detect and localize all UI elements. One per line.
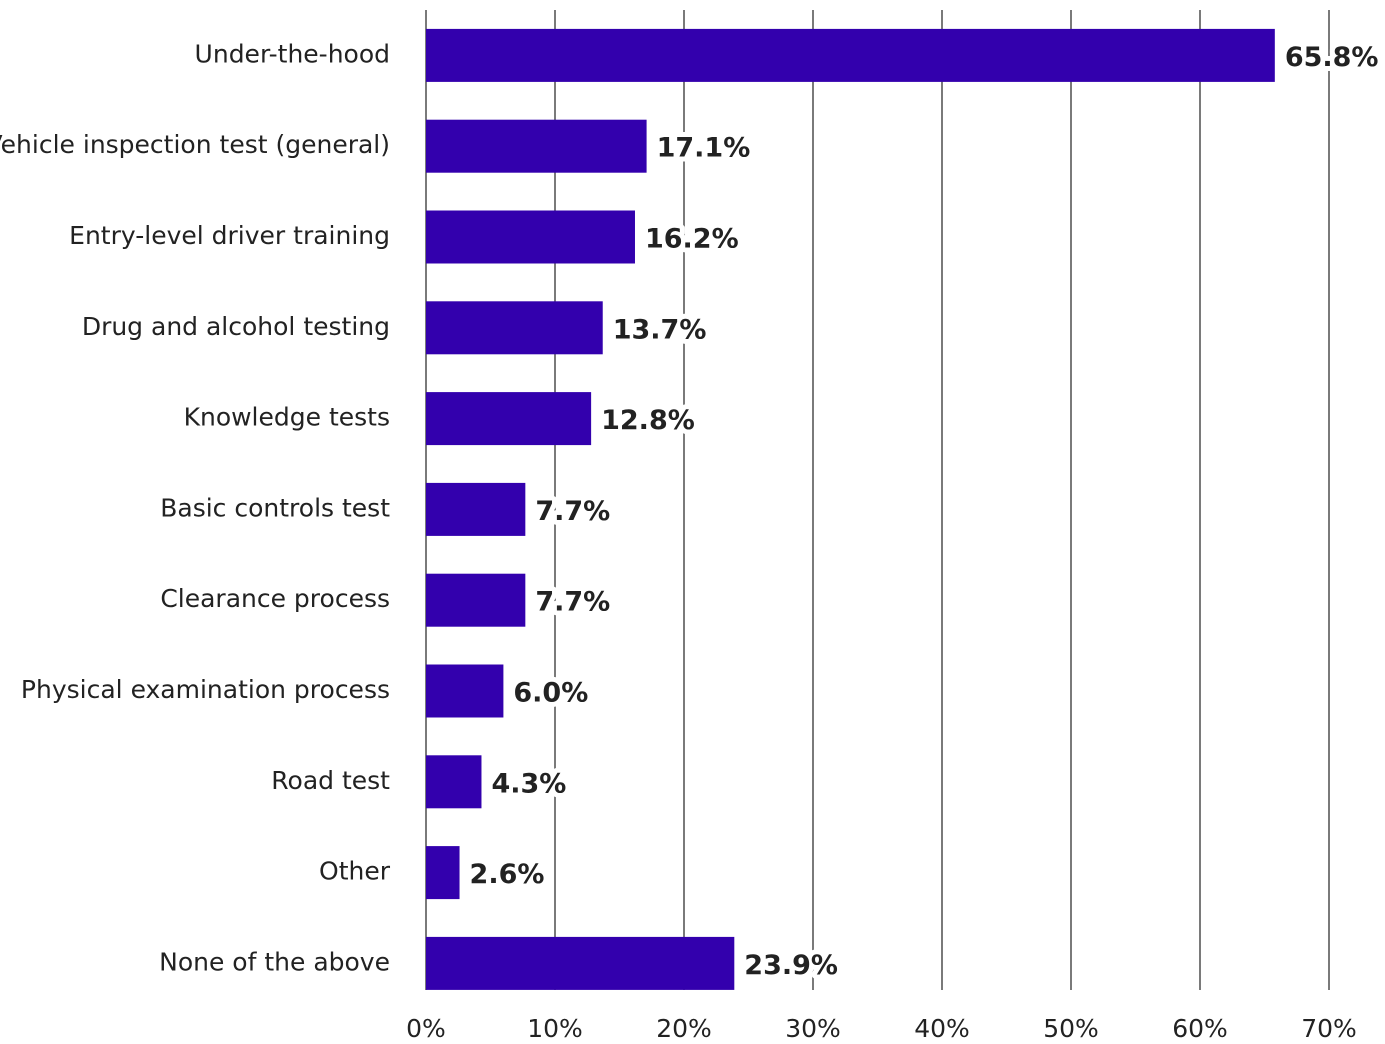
- grid: [425, 10, 1330, 990]
- value-label: 23.9%: [744, 950, 838, 981]
- y-tick-label: Entry-level driver training: [69, 221, 390, 250]
- value-label: 7.7%: [535, 587, 610, 618]
- y-tick-label: Basic controls test: [160, 493, 390, 522]
- bar: [426, 664, 504, 718]
- value-label: 16.2%: [645, 224, 739, 255]
- bar: [426, 301, 603, 355]
- x-tick-label: 0%: [406, 1014, 446, 1043]
- x-tick-label: 20%: [656, 1014, 712, 1043]
- value-label: 7.7%: [535, 496, 610, 527]
- x-tick-label: 60%: [1172, 1014, 1228, 1043]
- x-tick-label: 10%: [527, 1014, 583, 1043]
- y-tick-label: Road test: [271, 766, 390, 795]
- y-tick-label: None of the above: [159, 947, 390, 976]
- y-tick-label: Vehicle inspection test (general): [0, 130, 390, 159]
- bar: [426, 755, 482, 809]
- bar: [426, 936, 735, 990]
- bar: [426, 119, 647, 173]
- y-tick-label: Physical examination process: [21, 675, 390, 704]
- value-label: 12.8%: [601, 405, 695, 436]
- bar: [426, 210, 635, 264]
- bars: [426, 28, 1275, 990]
- value-label: 2.6%: [470, 859, 545, 890]
- bar: [426, 573, 526, 627]
- y-tick-label: Drug and alcohol testing: [82, 312, 390, 341]
- bar: [426, 846, 460, 900]
- bar: [426, 392, 592, 446]
- bar: [426, 482, 526, 536]
- y-tick-label: Knowledge tests: [184, 403, 390, 432]
- value-label: 13.7%: [613, 314, 707, 345]
- y-tick-label: Clearance process: [160, 584, 390, 613]
- value-label: 17.1%: [657, 133, 751, 164]
- bar: [426, 28, 1275, 82]
- x-tick-label: 50%: [1043, 1014, 1099, 1043]
- y-tick-label: Other: [319, 857, 391, 886]
- labels: 0% 10% 20% 30% 40% 50% 60% 70% Under-the-hood 65.…: [0, 37, 1383, 1043]
- value-label: 65.8%: [1285, 42, 1379, 73]
- x-tick-label: 30%: [785, 1014, 841, 1043]
- x-tick-label: 40%: [914, 1014, 970, 1043]
- value-label: 4.3%: [491, 768, 566, 799]
- y-tick-label: Under-the-hood: [195, 39, 390, 68]
- value-label: 6.0%: [513, 678, 588, 709]
- x-tick-label: 70%: [1301, 1014, 1357, 1043]
